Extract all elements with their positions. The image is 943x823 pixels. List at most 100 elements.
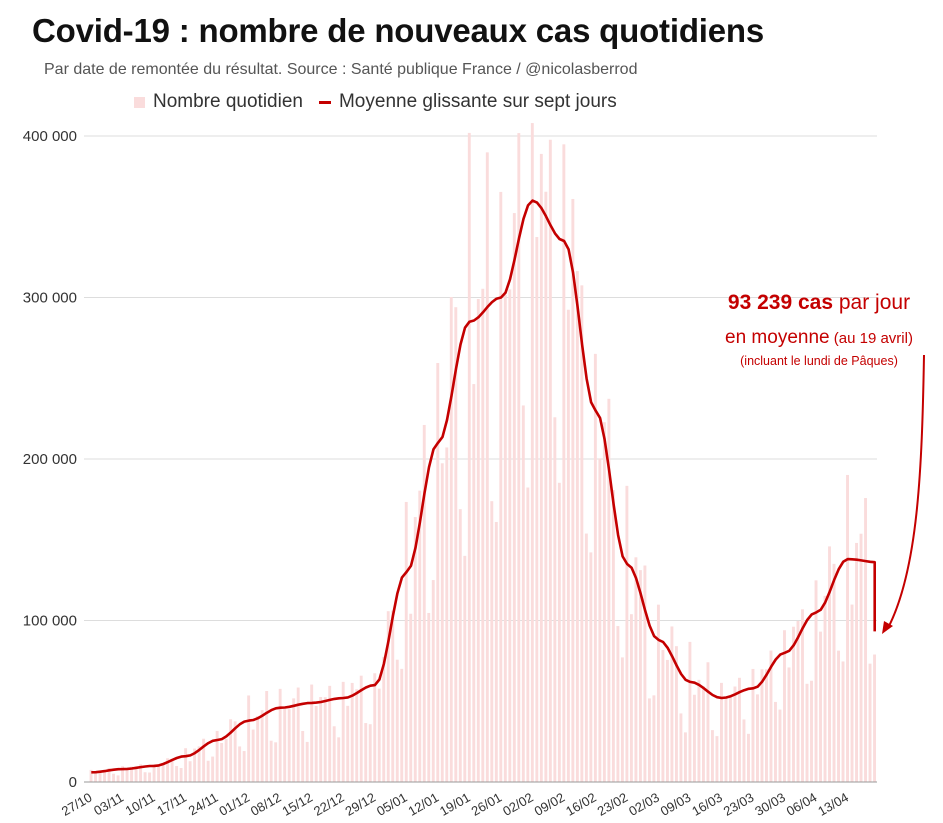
bar (774, 701, 777, 782)
x-tick-label: 08/12 (248, 790, 284, 819)
chart-title: Covid-19 : nombre de nouveaux cas quotid… (32, 12, 765, 49)
annotation-per-day: par jour (833, 291, 911, 314)
bar (233, 721, 237, 782)
x-tick-label: 17/11 (154, 790, 189, 819)
bar (314, 706, 318, 782)
bar (566, 309, 570, 782)
x-tick-label: 24/11 (186, 790, 221, 819)
annotation-arrow-head (882, 621, 893, 634)
bar (738, 677, 741, 782)
bar (724, 697, 728, 782)
x-tick-label: 15/12 (279, 790, 315, 819)
bar (242, 751, 246, 782)
y-tick-label: 100 000 (23, 613, 77, 630)
bar (458, 509, 462, 782)
bar (629, 614, 633, 782)
bar (157, 766, 161, 782)
bar (287, 709, 291, 782)
bar (377, 688, 381, 782)
bar (580, 285, 584, 782)
bar (125, 770, 129, 782)
x-tick-label: 22/12 (311, 790, 347, 819)
bar (548, 139, 552, 782)
x-tick-label: 27/10 (59, 790, 95, 819)
bar (765, 669, 768, 782)
bar (517, 133, 521, 782)
bar (161, 762, 165, 782)
bar (805, 683, 809, 782)
bar (323, 697, 327, 782)
bar (292, 698, 296, 782)
bar (873, 654, 876, 782)
bar (296, 687, 300, 782)
bar (832, 563, 836, 782)
x-tick-label: 19/01 (437, 790, 473, 819)
bar (197, 746, 201, 782)
bar (508, 289, 512, 782)
legend: Nombre quotidien Moyenne glissante sur s… (134, 91, 617, 113)
bar (175, 766, 179, 782)
bar (476, 299, 480, 782)
bar (139, 764, 143, 782)
bar (103, 770, 107, 782)
x-tick-label: 16/02 (563, 790, 599, 819)
bar (134, 767, 138, 782)
bar (589, 552, 593, 782)
x-tick-label: 02/03 (626, 790, 662, 819)
bar (846, 474, 849, 782)
bar (598, 458, 602, 782)
x-tick-label: 06/04 (784, 790, 820, 819)
bar (783, 630, 786, 782)
bar (692, 694, 696, 782)
bar (751, 668, 755, 782)
y-tick-label: 200 000 (23, 451, 77, 468)
bar (701, 686, 705, 782)
bar (733, 686, 737, 782)
bar (674, 646, 678, 782)
y-tick-label: 400 000 (23, 128, 77, 145)
bar (661, 650, 665, 782)
bar (319, 696, 323, 782)
bar (742, 719, 746, 782)
bar (265, 691, 269, 782)
x-tick-label: 23/03 (721, 790, 757, 819)
bar (179, 768, 183, 782)
x-tick-label: 12/01 (406, 790, 442, 819)
bar (148, 772, 152, 782)
bar (837, 650, 840, 782)
bar (445, 447, 449, 782)
bar (625, 485, 629, 782)
bar (256, 716, 260, 782)
bar (449, 297, 453, 782)
bar (350, 682, 354, 782)
bar (512, 213, 516, 782)
bar (472, 384, 476, 782)
bar (810, 680, 813, 782)
bar (188, 761, 192, 782)
bar (184, 748, 188, 782)
bar (400, 668, 404, 782)
bar (409, 613, 413, 782)
x-tick-label: 01/12 (216, 790, 252, 819)
bar (706, 662, 710, 782)
annotation-value: 93 239 cas par jour (700, 291, 938, 315)
x-tick-label: 16/03 (689, 790, 725, 819)
bar (760, 669, 764, 782)
bar (481, 288, 485, 782)
bar (607, 398, 611, 782)
bar (467, 132, 471, 782)
x-tick-label: 05/01 (374, 790, 410, 819)
bar (364, 723, 368, 782)
bar (166, 758, 170, 782)
bar (494, 521, 498, 782)
bar (170, 759, 174, 782)
x-tick-label: 30/03 (752, 790, 788, 819)
bar (864, 498, 867, 782)
bar (823, 595, 827, 782)
bar (310, 684, 314, 782)
bar (571, 198, 575, 782)
bar (431, 580, 435, 782)
daily-bars (89, 123, 876, 783)
moving-average (91, 199, 876, 774)
bar (710, 730, 714, 782)
